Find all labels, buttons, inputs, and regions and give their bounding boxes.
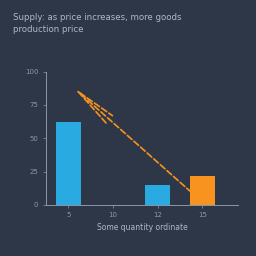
Text: Supply: as price increases, more goods
production price: Supply: as price increases, more goods p… [13,13,181,34]
Bar [56,122,81,205]
Bar [190,176,215,205]
X-axis label: Some quantity ordinate: Some quantity ordinate [97,223,187,232]
Bar [145,185,170,205]
